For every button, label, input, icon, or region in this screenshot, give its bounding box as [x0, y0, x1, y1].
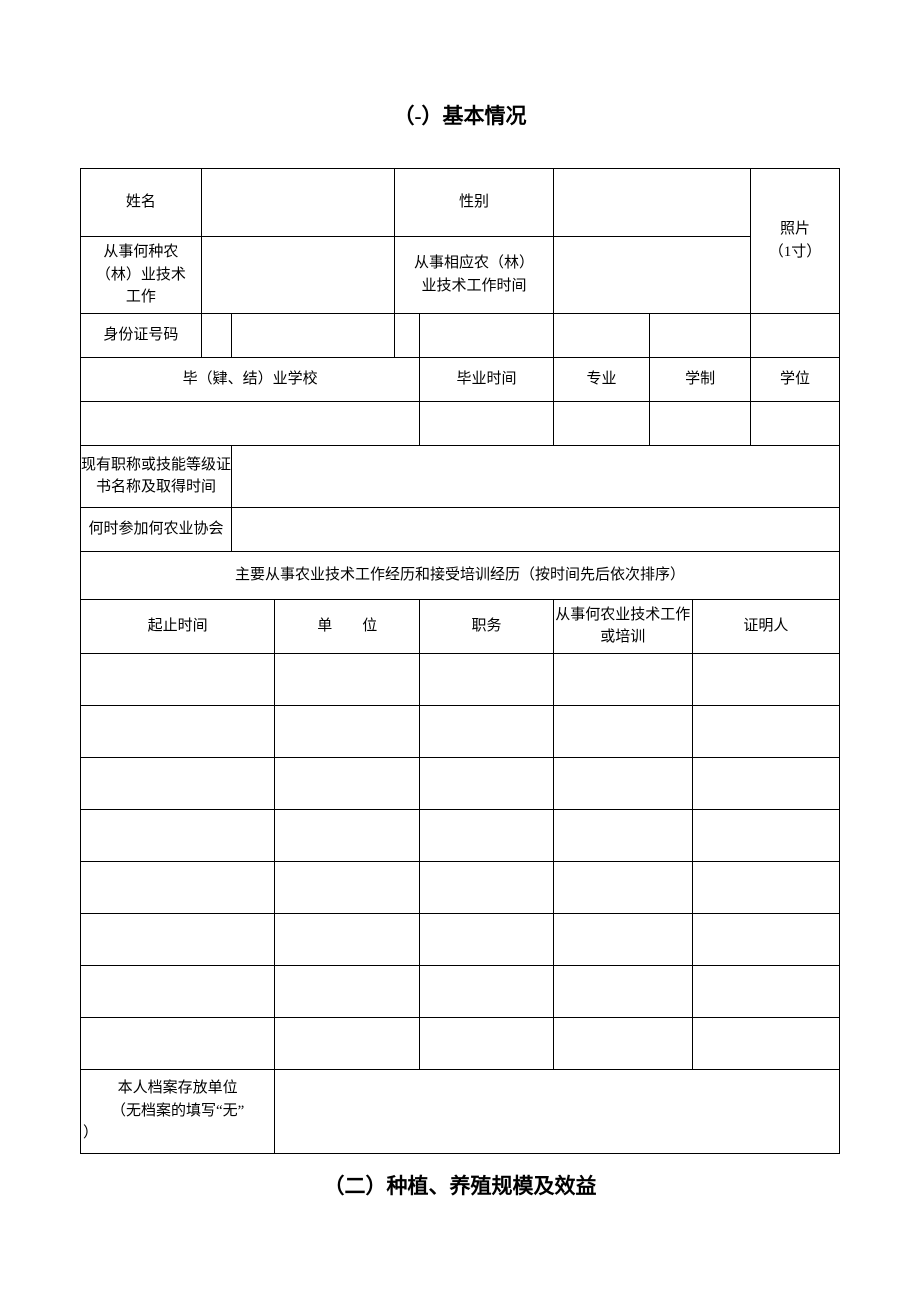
table-row	[81, 757, 840, 809]
table-row	[81, 861, 840, 913]
archive-l3: ）	[81, 1122, 274, 1145]
major-label: 专业	[553, 357, 649, 401]
degree-label: 学位	[751, 357, 840, 401]
gradtime-value	[420, 401, 554, 445]
id-c4	[420, 313, 554, 357]
exp-col-witness: 证明人	[692, 599, 839, 653]
work-type-label: 从事何种农 （林）业技术 工作	[81, 237, 202, 314]
cert-l1: 现有职称或技能等级证	[81, 454, 231, 477]
exp-col-time: 起止时间	[81, 599, 275, 653]
id-label: 身份证号码	[81, 313, 202, 357]
duration-l2: 业技术工作时间	[395, 275, 553, 298]
archive-l2: （无档案的填写“无”	[81, 1100, 274, 1123]
archive-value	[275, 1069, 840, 1153]
system-value	[650, 401, 751, 445]
table-row	[81, 653, 840, 705]
work-type-value	[201, 237, 395, 314]
photo-label-2: （1寸）	[751, 241, 839, 264]
photo-box: 照片 （1寸）	[751, 169, 840, 314]
section-1-title: （-）基本情况	[80, 100, 840, 130]
assoc-label: 何时参加何农业协会	[81, 507, 232, 551]
exp-col-unit: 单 位	[275, 599, 420, 653]
assoc-value	[232, 507, 840, 551]
experience-title: 主要从事农业技术工作经历和接受培训经历（按时间先后依次排序）	[81, 551, 840, 599]
exp-col-work: 从事何农业技术工作或培训	[553, 599, 692, 653]
cert-value	[232, 445, 840, 507]
major-value	[553, 401, 649, 445]
archive-l1: 本人档案存放单位	[81, 1077, 274, 1100]
work-type-l1: 从事何种农	[81, 241, 201, 264]
id-c6	[650, 313, 751, 357]
id-c7	[751, 313, 840, 357]
table-row	[81, 965, 840, 1017]
school-label: 毕（肄、结）业学校	[81, 357, 420, 401]
exp-col-duty: 职务	[420, 599, 554, 653]
id-c5	[553, 313, 649, 357]
table-row	[81, 913, 840, 965]
gender-value	[553, 169, 750, 237]
gradtime-label: 毕业时间	[420, 357, 554, 401]
name-label: 姓名	[81, 169, 202, 237]
table-row	[81, 705, 840, 757]
work-type-l2: （林）业技术	[81, 264, 201, 287]
work-type-l3: 工作	[81, 286, 201, 309]
cert-label: 现有职称或技能等级证 书名称及取得时间	[81, 445, 232, 507]
archive-label: 本人档案存放单位 （无档案的填写“无” ）	[81, 1069, 275, 1153]
system-label: 学制	[650, 357, 751, 401]
id-c3	[395, 313, 420, 357]
gender-label: 性别	[395, 169, 554, 237]
name-value	[201, 169, 395, 237]
duration-l1: 从事相应农（林）	[395, 252, 553, 275]
section-2-title: （二）种植、养殖规模及效益	[80, 1170, 840, 1200]
work-duration-value	[553, 237, 750, 314]
table-row	[81, 1017, 840, 1069]
table-row	[81, 809, 840, 861]
photo-label-1: 照片	[751, 218, 839, 241]
work-duration-label: 从事相应农（林） 业技术工作时间	[395, 237, 554, 314]
degree-value	[751, 401, 840, 445]
school-value	[81, 401, 420, 445]
basic-info-table: 姓名 性别 照片 （1寸） 从事何种农 （林）业技术 工作 从事相应农（林） 业…	[80, 168, 840, 1154]
id-c2	[232, 313, 395, 357]
id-c1	[201, 313, 231, 357]
cert-l2: 书名称及取得时间	[81, 476, 231, 499]
